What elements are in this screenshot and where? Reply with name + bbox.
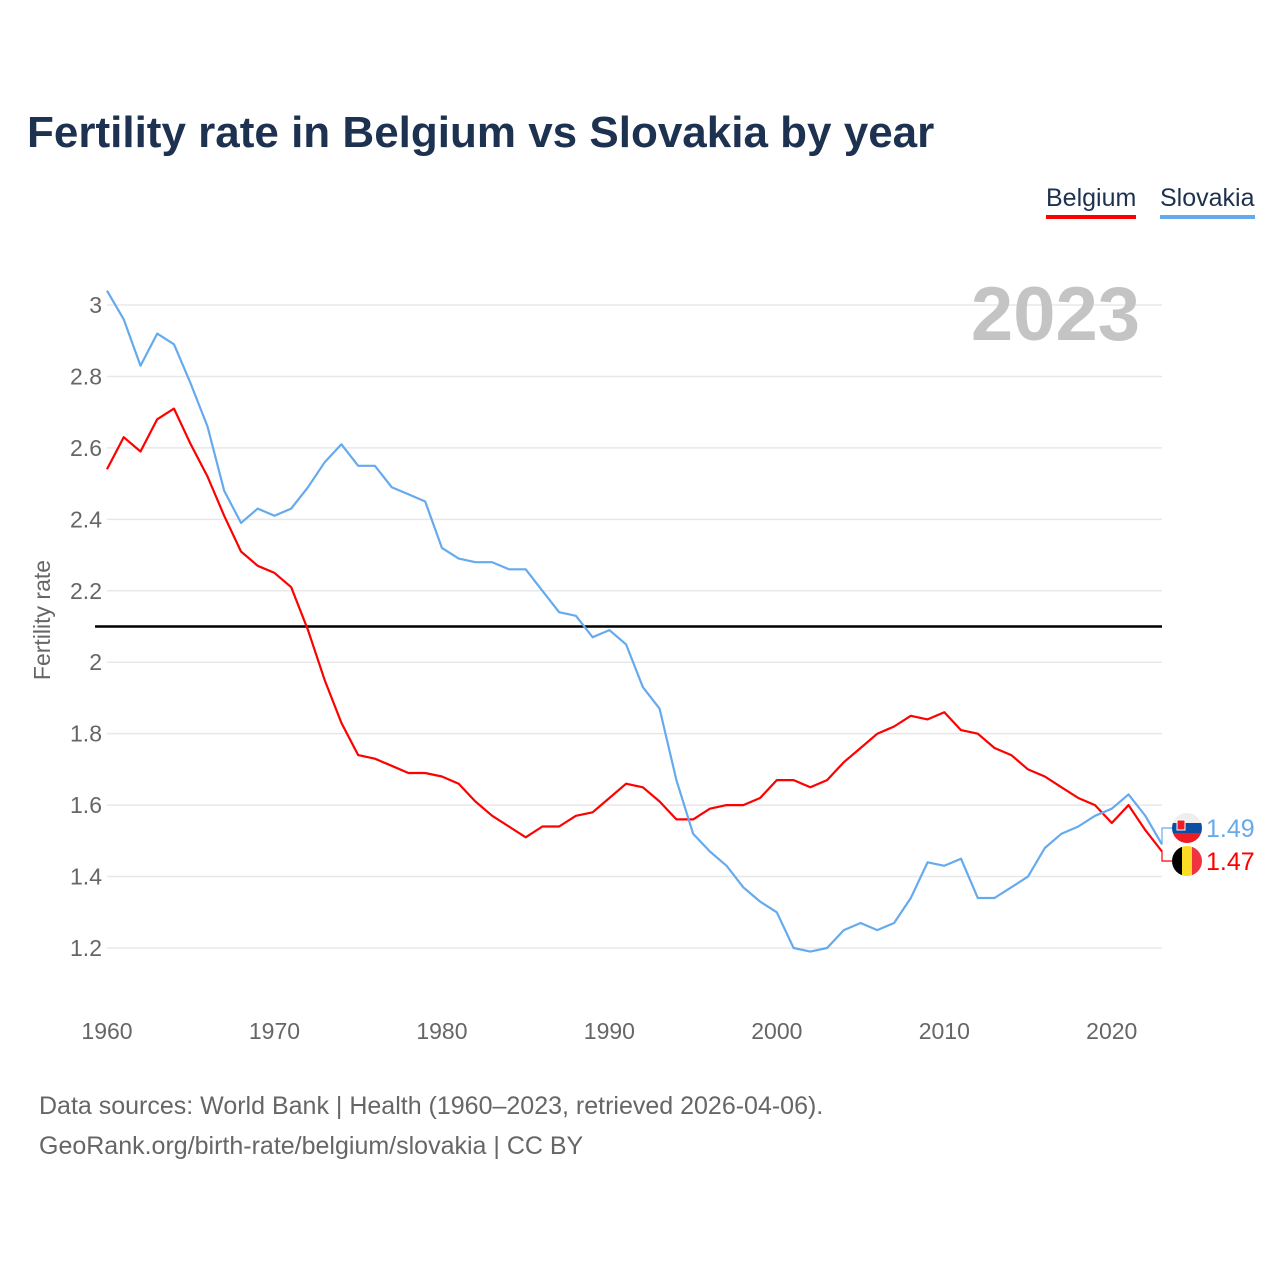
y-tick-label: 2.4 [70,506,102,532]
y-tick-label: 2.2 [70,578,102,604]
chart-title: Fertility rate in Belgium vs Slovakia by… [27,108,935,157]
x-tick-label: 2020 [1086,1018,1137,1044]
label-connector [1161,851,1172,862]
source-note: Data sources: World Bank | Health (1960–… [39,1092,824,1120]
end-value-label-slovakia: 1.49 [1206,815,1255,843]
legend-slovakia[interactable]: Slovakia [1160,184,1255,219]
source-link[interactable]: GeoRank.org/birth-rate/belgium/slovakia … [39,1132,584,1160]
x-tick-label: 2000 [751,1018,802,1044]
year-watermark: 2023 [971,272,1140,357]
x-tick-label: 1970 [249,1018,300,1044]
belgium-flag-icon [1172,846,1202,876]
y-tick-label: 2.6 [70,435,102,461]
y-tick-label: 3 [89,292,102,318]
line-chart: 1.2 1.4 1.6 1.8 2 2.2 2.4 2.6 2.8 3 1960 1970 1980 19… [29,272,1255,1044]
slovakia-flag-icon [1172,813,1202,843]
y-axis-label: Fertility rate [29,560,55,680]
series-line-belgium [106,407,1163,853]
y-tick-label: 1.6 [70,792,102,818]
y-tick-label: 2 [89,649,102,675]
x-tick-label: 2010 [919,1018,970,1044]
x-tick-label: 1960 [81,1018,132,1044]
y-tick-label: 1.4 [70,864,102,890]
series-line-slovakia [106,290,1163,953]
y-tick-label: 1.2 [70,935,102,961]
y-tick-label: 2.8 [70,363,102,389]
y-tick-label: 1.8 [70,721,102,747]
label-connector [1161,827,1172,845]
x-tick-label: 1980 [416,1018,467,1044]
x-tick-label: 1990 [584,1018,635,1044]
end-value-label-belgium: 1.47 [1206,848,1255,876]
legend-belgium[interactable]: Belgium [1046,184,1137,219]
footer: Data sources: World Bank | Health (1960–… [39,1086,823,1166]
